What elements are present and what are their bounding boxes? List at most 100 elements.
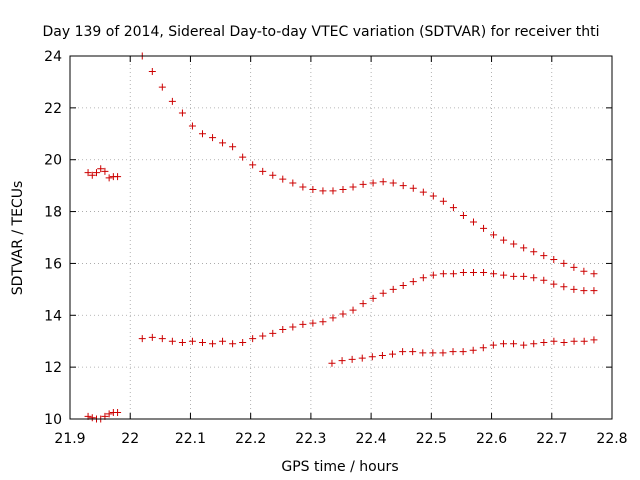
plot-frame <box>69 55 613 420</box>
data-point <box>480 224 488 232</box>
data-point <box>479 344 487 352</box>
axis-ticks: 21.9 22 22.1 22.2 22.3 22.4 22.5 22.6 22.7 22.8 10… <box>44 49 627 447</box>
data-point <box>338 357 346 365</box>
data-point <box>580 337 588 345</box>
data-point <box>379 178 387 186</box>
data-point <box>209 134 217 142</box>
data-point <box>88 171 96 179</box>
data-point <box>439 270 447 278</box>
data-point <box>489 341 497 349</box>
data-point <box>590 270 598 278</box>
y-tick-label: 22 <box>44 101 62 117</box>
data-point <box>105 410 113 418</box>
data-point <box>269 329 277 337</box>
y-tick-label: 12 <box>44 360 62 376</box>
data-point <box>429 349 437 357</box>
x-tick-label: 22.5 <box>416 431 447 447</box>
data-point <box>570 285 578 293</box>
data-point <box>439 349 447 357</box>
data-point <box>500 236 508 244</box>
data-point <box>530 248 538 256</box>
data-point <box>490 231 498 239</box>
data-point <box>469 218 477 226</box>
data-point <box>178 339 186 347</box>
series-track-3 <box>328 336 598 367</box>
data-point <box>349 183 357 191</box>
data-point <box>279 175 287 183</box>
data-point <box>469 346 477 354</box>
data-point <box>309 186 317 194</box>
data-point <box>88 414 96 422</box>
data-point <box>339 186 347 194</box>
data-point <box>540 339 548 347</box>
data-point <box>92 169 100 177</box>
data-point <box>289 179 297 187</box>
data-point <box>358 354 366 362</box>
data-point <box>369 179 377 187</box>
data-point <box>178 109 186 117</box>
data-point <box>148 68 156 76</box>
data-point <box>359 300 367 308</box>
data-point <box>399 182 407 190</box>
data-point <box>329 187 337 195</box>
data-point <box>550 256 558 264</box>
data-point <box>520 272 528 280</box>
data-point <box>449 270 457 278</box>
y-tick-label: 24 <box>44 49 62 65</box>
data-point <box>168 337 176 345</box>
x-tick-label: 22.2 <box>235 431 266 447</box>
data-point <box>198 339 206 347</box>
data-point <box>229 143 237 151</box>
data-point <box>439 197 447 205</box>
data-point <box>359 180 367 188</box>
data-point <box>499 340 507 348</box>
data-point <box>459 348 467 356</box>
data-point <box>399 281 407 289</box>
x-tick-label: 22.8 <box>596 431 627 447</box>
data-point <box>580 267 588 275</box>
y-axis-label: SDTVAR / TECUs <box>10 181 26 296</box>
data-point <box>114 173 122 181</box>
data-point <box>530 340 538 348</box>
data-point <box>560 259 568 267</box>
data-point <box>148 333 156 341</box>
data-point <box>490 270 498 278</box>
data-point <box>309 319 317 327</box>
data-point <box>419 188 427 196</box>
data-point <box>459 211 467 219</box>
data-point <box>289 323 297 331</box>
data-point <box>469 269 477 277</box>
chart-title: Day 139 of 2014, Sidereal Day-to-day VTE… <box>43 24 600 40</box>
data-point <box>279 326 287 334</box>
data-point <box>249 161 257 169</box>
x-tick-label: 21.9 <box>54 431 85 447</box>
data-point <box>389 285 397 293</box>
data-point <box>409 278 417 286</box>
data-point <box>429 271 437 279</box>
data-point <box>510 272 518 280</box>
data-point <box>379 289 387 297</box>
data-point <box>239 339 247 347</box>
data-point <box>328 359 336 367</box>
y-tick-label: 20 <box>44 153 62 169</box>
data-point <box>388 350 396 358</box>
x-tick-label: 22 <box>121 431 139 447</box>
data-point <box>419 349 427 357</box>
data-point <box>570 337 578 345</box>
data-point <box>188 337 196 345</box>
data-point <box>369 294 377 302</box>
data-point <box>540 252 548 260</box>
data-point <box>560 283 568 291</box>
data-point <box>419 274 427 282</box>
data-point <box>409 184 417 192</box>
data-point <box>510 240 518 248</box>
series-segment-a-lower <box>84 409 122 423</box>
data-point <box>429 192 437 200</box>
x-axis-label: GPS time / hours <box>281 459 398 475</box>
grid <box>70 56 612 419</box>
x-tick-label: 22.3 <box>295 431 326 447</box>
series-track-2 <box>138 269 598 348</box>
data-point <box>84 169 92 177</box>
data-point <box>590 336 598 344</box>
